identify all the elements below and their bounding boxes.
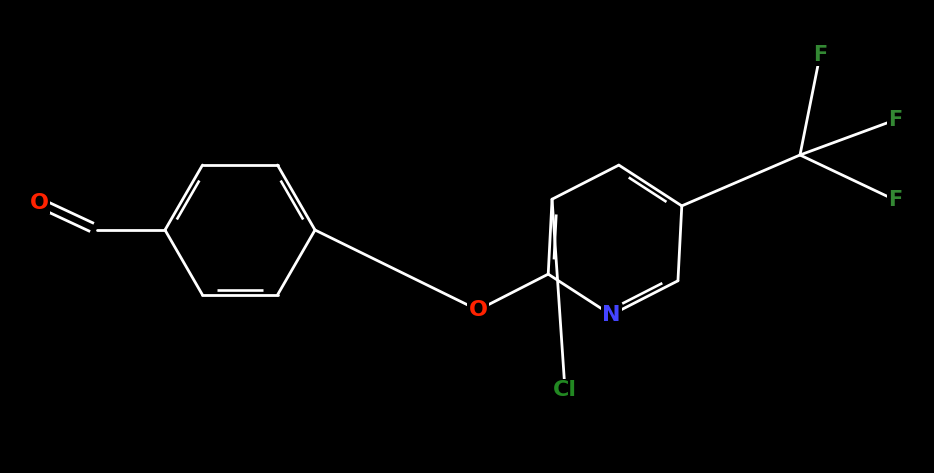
Text: Cl: Cl — [553, 380, 577, 400]
Text: O: O — [30, 193, 50, 213]
Text: F: F — [813, 45, 828, 65]
Text: N: N — [601, 305, 620, 325]
Text: F: F — [888, 190, 902, 210]
Text: F: F — [888, 110, 902, 130]
Text: O: O — [469, 300, 488, 320]
